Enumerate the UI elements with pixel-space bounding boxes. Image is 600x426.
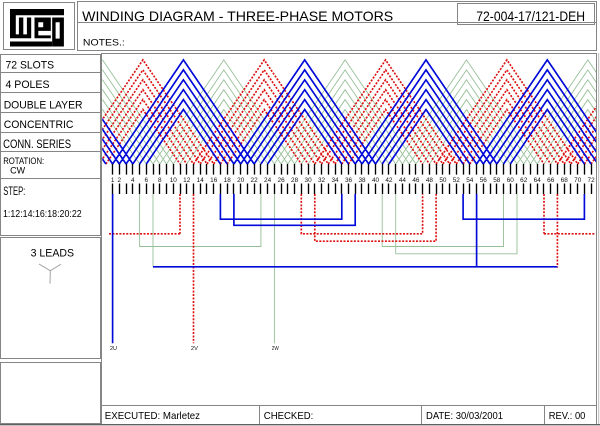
svg-text:4 POLES: 4 POLES <box>6 79 50 91</box>
svg-text:ROTATION:: ROTATION: <box>3 156 44 166</box>
svg-text:46: 46 <box>412 177 420 184</box>
svg-text:12: 12 <box>183 177 191 184</box>
svg-text:28: 28 <box>291 177 299 184</box>
svg-text:DOUBLE LAYER: DOUBLE LAYER <box>4 99 83 111</box>
svg-text:68: 68 <box>561 177 569 184</box>
svg-text:70: 70 <box>574 177 582 184</box>
svg-text:38: 38 <box>358 177 366 184</box>
svg-text:CHECKED:: CHECKED: <box>264 411 314 422</box>
svg-text:40: 40 <box>372 177 380 184</box>
svg-text:14: 14 <box>197 177 205 184</box>
svg-text:52: 52 <box>453 177 461 184</box>
svg-text:50: 50 <box>439 177 447 184</box>
svg-text:60: 60 <box>507 177 515 184</box>
svg-text:62: 62 <box>520 177 528 184</box>
svg-text:2U: 2U <box>110 346 117 352</box>
svg-text:72 SLOTS: 72 SLOTS <box>6 60 55 72</box>
svg-text:6: 6 <box>145 177 149 184</box>
svg-text:30: 30 <box>305 177 313 184</box>
svg-text:20: 20 <box>237 177 245 184</box>
svg-text:2V: 2V <box>191 346 198 352</box>
svg-text:1:12:14:16:18:20:22: 1:12:14:16:18:20:22 <box>3 209 82 220</box>
svg-text:72: 72 <box>588 177 596 184</box>
svg-text:EXECUTED: Marletez: EXECUTED: Marletez <box>105 411 200 422</box>
svg-text:8: 8 <box>158 177 162 184</box>
svg-text:STEP:: STEP: <box>3 184 25 198</box>
svg-text:44: 44 <box>399 177 407 184</box>
svg-text:REV.: 00: REV.: 00 <box>549 411 586 422</box>
svg-text:32: 32 <box>318 177 326 184</box>
svg-text:2W: 2W <box>272 346 279 352</box>
svg-text:36: 36 <box>345 177 353 184</box>
svg-text:CW: CW <box>10 165 25 175</box>
svg-text:DATE: 30/03/2001: DATE: 30/03/2001 <box>426 411 503 422</box>
svg-text:16: 16 <box>210 177 218 184</box>
svg-text:CONN. SERIES: CONN. SERIES <box>3 139 71 151</box>
svg-text:42: 42 <box>385 177 393 184</box>
svg-text:26: 26 <box>278 177 286 184</box>
svg-text:2: 2 <box>118 177 122 184</box>
svg-text:58: 58 <box>493 177 501 184</box>
svg-text:72-004-17/121-DEH: 72-004-17/121-DEH <box>476 9 585 24</box>
svg-text:4: 4 <box>131 177 135 184</box>
svg-text:22: 22 <box>251 177 259 184</box>
svg-text:18: 18 <box>224 177 232 184</box>
svg-text:1: 1 <box>111 177 115 184</box>
svg-text:NOTES.:: NOTES.: <box>83 38 125 48</box>
svg-text:10: 10 <box>170 177 178 184</box>
svg-text:34: 34 <box>331 177 339 184</box>
svg-text:54: 54 <box>466 177 474 184</box>
svg-text:64: 64 <box>534 177 542 184</box>
svg-text:CONCENTRIC: CONCENTRIC <box>4 119 74 131</box>
svg-text:48: 48 <box>426 177 434 184</box>
svg-text:66: 66 <box>547 177 555 184</box>
svg-text:WINDING DIAGRAM - THREE-PHASE: WINDING DIAGRAM - THREE-PHASE MOTORS <box>82 8 393 24</box>
svg-text:56: 56 <box>480 177 488 184</box>
svg-text:24: 24 <box>264 177 272 184</box>
svg-text:3 LEADS: 3 LEADS <box>31 247 75 259</box>
